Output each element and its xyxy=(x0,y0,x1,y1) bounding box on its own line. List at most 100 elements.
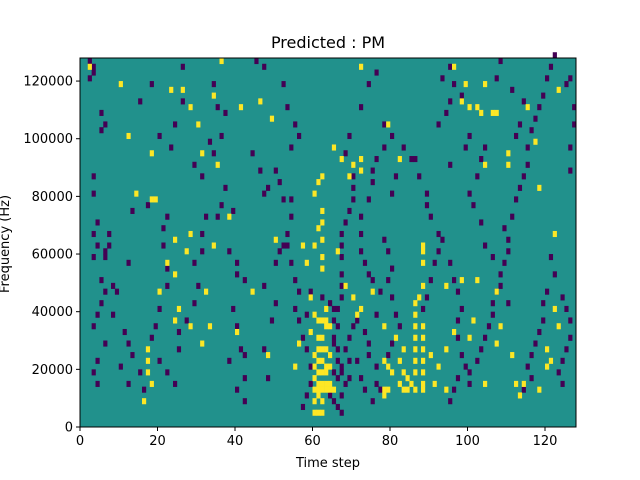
heatmap-cell-low xyxy=(359,104,364,111)
heatmap-cell-low xyxy=(91,323,96,330)
heatmap-cell-low xyxy=(99,277,104,284)
heatmap-cell-low xyxy=(428,277,433,284)
heatmap-cell-low xyxy=(343,219,348,226)
x-tick-label: 80 xyxy=(382,434,399,449)
heatmap-cell-high xyxy=(475,277,480,284)
heatmap-cell-low xyxy=(289,144,294,151)
heatmap-cell-high xyxy=(436,363,441,370)
heatmap-cell-low xyxy=(467,190,472,197)
heatmap-cell-low xyxy=(149,334,154,341)
heatmap-cell-high xyxy=(483,81,488,88)
heatmap-cell-low xyxy=(510,213,515,220)
heatmap-cell-low xyxy=(180,98,185,105)
heatmap-cell-low xyxy=(390,190,395,197)
heatmap-cell-low xyxy=(355,357,360,364)
heatmap-cell-low xyxy=(87,75,92,82)
heatmap-cell-high xyxy=(320,409,325,416)
heatmap-cell-high xyxy=(324,323,329,330)
heatmap-cell-high xyxy=(490,109,495,116)
heatmap-cell-low xyxy=(479,346,484,353)
heatmap-cell-high xyxy=(413,334,418,341)
heatmap-cell-high xyxy=(475,104,480,111)
heatmap-cell-low xyxy=(541,300,546,307)
heatmap-cell-high xyxy=(320,207,325,214)
heatmap-cell-high xyxy=(153,196,158,203)
heatmap-cell-high xyxy=(483,161,488,168)
heatmap-cell-high xyxy=(444,282,449,289)
heatmap-cell-high xyxy=(479,109,484,116)
heatmap-cell-low xyxy=(417,173,422,180)
x-tick-label: 40 xyxy=(227,434,244,449)
heatmap-cell-low xyxy=(455,288,461,295)
heatmap-cell-high xyxy=(266,352,271,359)
heatmap-cell-low xyxy=(103,248,108,255)
heatmap-cell-high xyxy=(297,340,302,347)
heatmap-cell-low xyxy=(266,184,271,191)
heatmap-cell-low xyxy=(475,173,480,180)
heatmap-cell-low xyxy=(568,334,573,341)
heatmap-cell-low xyxy=(130,352,135,359)
heatmap-cell-low xyxy=(483,334,488,341)
heatmap-cell-low xyxy=(448,398,453,405)
heatmap-cell-high xyxy=(328,386,333,393)
heatmap-cell-high xyxy=(421,357,426,364)
heatmap-cell-high xyxy=(149,150,154,157)
heatmap-cell-low xyxy=(111,282,116,289)
heatmap-cell-high xyxy=(204,288,209,295)
heatmap-cell-low xyxy=(273,300,278,307)
heatmap-cell-high xyxy=(188,230,193,238)
heatmap-cell-high xyxy=(370,288,375,295)
heatmap-cell-low xyxy=(359,248,364,255)
heatmap-cell-high xyxy=(386,386,391,393)
heatmap-cell-low xyxy=(393,173,399,180)
heatmap-cell-high xyxy=(390,369,395,376)
heatmap-cell-low xyxy=(378,386,383,393)
heatmap-cell-high xyxy=(359,305,364,312)
heatmap-cell-low xyxy=(382,144,387,151)
heatmap-cell-high xyxy=(432,380,437,387)
heatmap-cell-high xyxy=(382,392,387,399)
heatmap-cell-low xyxy=(95,380,100,387)
heatmap-cell-low xyxy=(552,52,557,59)
heatmap-cell-low xyxy=(545,75,550,82)
heatmap-cell-high xyxy=(444,386,449,393)
heatmap-cell-low xyxy=(122,328,127,336)
heatmap-cell-low xyxy=(386,248,391,255)
heatmap-cell-low xyxy=(448,63,453,70)
heatmap-cell-low xyxy=(297,132,302,140)
heatmap-cell-high xyxy=(273,236,278,243)
heatmap-cell-low xyxy=(165,213,170,220)
heatmap-cell-low xyxy=(231,305,236,312)
heatmap-cell-low xyxy=(293,121,298,128)
heatmap-cell-high xyxy=(331,386,337,393)
heatmap-cell-low xyxy=(297,288,302,295)
heatmap-cell-low xyxy=(506,236,511,243)
heatmap-cell-low xyxy=(370,277,375,284)
heatmap-cell-high xyxy=(328,380,333,387)
heatmap-cell-low xyxy=(99,127,104,134)
heatmap-cell-low xyxy=(293,305,298,312)
heatmap-cell-low xyxy=(273,259,278,266)
heatmap-cell-low xyxy=(471,202,476,209)
heatmap-cell-low xyxy=(339,271,344,278)
heatmap-cell-high xyxy=(149,380,154,387)
heatmap-cell-high xyxy=(413,300,418,307)
heatmap-cell-low xyxy=(548,254,554,261)
heatmap-cell-high xyxy=(324,369,329,376)
heatmap-cell-low xyxy=(211,150,216,157)
heatmap-cell-low xyxy=(455,375,461,382)
heatmap-cell-low xyxy=(91,173,96,180)
heatmap-cell-low xyxy=(455,334,461,341)
heatmap-cells xyxy=(87,52,577,416)
heatmap-cell-low xyxy=(238,346,244,353)
heatmap-cell-low xyxy=(215,104,220,111)
heatmap-cell-high xyxy=(421,248,426,255)
heatmap-cell-low xyxy=(424,202,430,209)
heatmap-cell-low xyxy=(374,380,379,387)
heatmap-cell-low xyxy=(374,363,379,370)
heatmap-cell-low xyxy=(335,346,340,353)
heatmap-cell-low xyxy=(235,271,240,278)
heatmap-cell-high xyxy=(184,248,189,255)
heatmap-cell-high xyxy=(188,104,193,111)
heatmap-cell-high xyxy=(413,386,418,393)
